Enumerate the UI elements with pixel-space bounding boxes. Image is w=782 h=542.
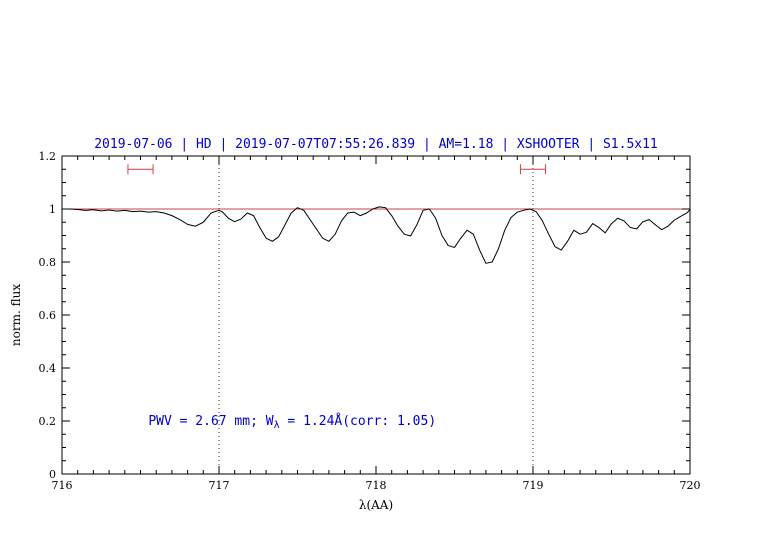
y-tick-label: 0.4 <box>39 362 57 375</box>
annotation-suffix: = 1.24Å(corr: 1.05) <box>280 413 437 429</box>
x-axis-label: λ(AA) <box>359 498 393 512</box>
y-tick-label: 1.2 <box>39 150 57 163</box>
x-tick-label: 718 <box>366 479 387 492</box>
y-tick-label: 0.6 <box>39 309 57 322</box>
y-tick-label: 0.8 <box>39 256 57 269</box>
pwv-annotation: PWV = 2.67 mm; Wλ = 1.24Å(corr: 1.05) <box>148 413 436 431</box>
spectrum-series <box>62 206 691 264</box>
x-tick-label: 716 <box>52 479 73 492</box>
annotation-prefix: PWV = 2.67 mm; W <box>148 414 273 429</box>
y-tick-label: 0.2 <box>39 415 57 428</box>
spectrum-line <box>62 206 691 264</box>
reference-lines <box>62 156 690 474</box>
x-tick-label: 717 <box>209 479 230 492</box>
y-tick-label: 1 <box>49 203 56 216</box>
x-tick-label: 720 <box>680 479 701 492</box>
y-tick-label: 0 <box>49 468 56 481</box>
y-axis-label: norm. flux <box>9 284 23 346</box>
x-tick-label: 719 <box>523 479 544 492</box>
axes: 716 717 718 719 720 0 0.2 0.4 0.6 0.8 1 1.2 <box>39 150 701 492</box>
annotation-subscript: λ <box>274 420 280 431</box>
chart-title: 2019-07-06 | HD | 2019-07-07T07:55:26.83… <box>94 137 658 152</box>
range-markers <box>127 164 547 175</box>
